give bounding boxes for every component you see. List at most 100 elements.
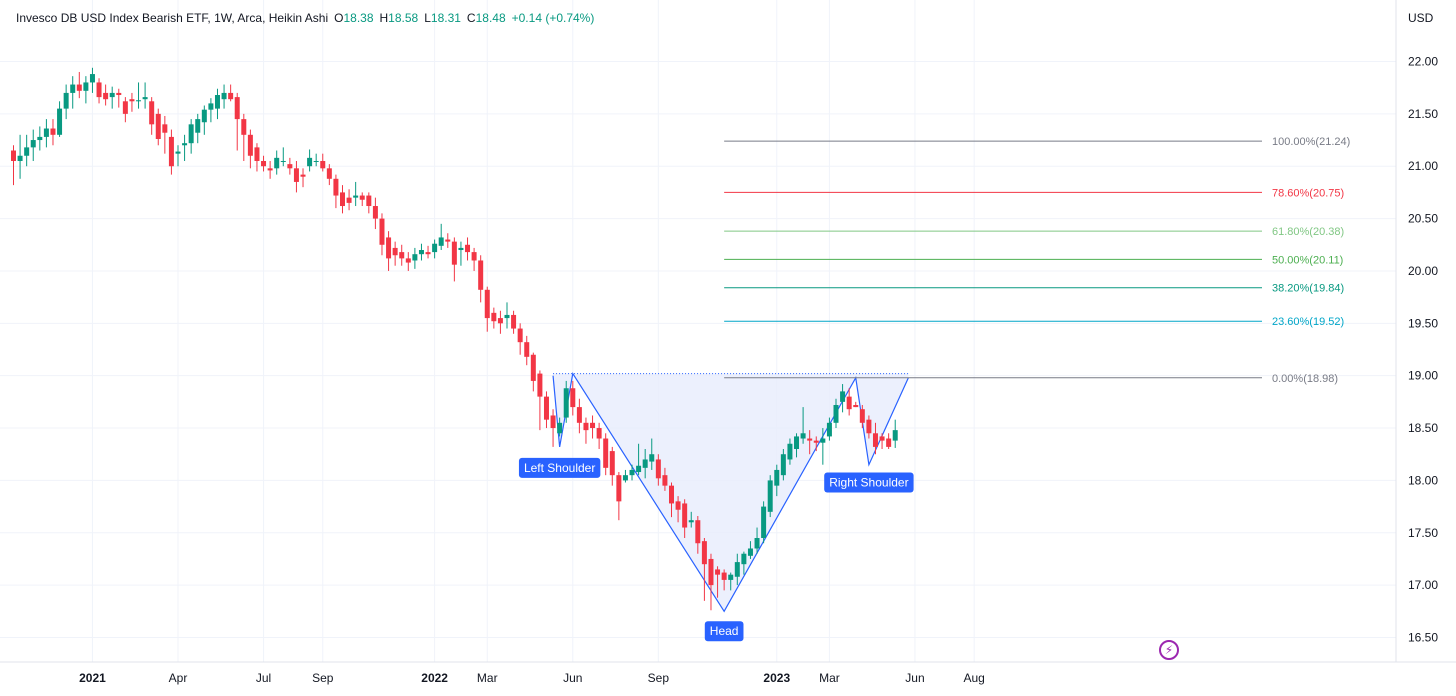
candle[interactable] — [794, 433, 800, 458]
pattern-outline[interactable] — [552, 371, 909, 613]
candle[interactable] — [478, 255, 484, 303]
candle[interactable] — [886, 433, 892, 449]
candle[interactable] — [24, 134, 30, 167]
candle[interactable] — [386, 231, 392, 271]
candle[interactable] — [405, 252, 411, 271]
candle[interactable] — [11, 145, 16, 186]
candle[interactable] — [747, 541, 753, 559]
candle[interactable] — [359, 192, 365, 207]
candle[interactable] — [96, 78, 102, 104]
candle[interactable] — [840, 384, 846, 413]
candle[interactable] — [669, 482, 674, 518]
candle[interactable] — [543, 391, 549, 429]
candle[interactable] — [530, 352, 536, 392]
candle[interactable] — [43, 119, 49, 148]
candle[interactable] — [445, 233, 451, 248]
candle[interactable] — [89, 67, 95, 93]
candle[interactable] — [754, 527, 760, 554]
candle[interactable] — [879, 433, 885, 449]
candle[interactable] — [267, 160, 273, 179]
candle[interactable] — [228, 84, 234, 102]
candle[interactable] — [583, 417, 589, 444]
candle-series[interactable] — [11, 67, 898, 611]
candle[interactable] — [465, 237, 471, 261]
candle[interactable] — [313, 153, 319, 167]
candle[interactable] — [57, 101, 63, 137]
candle[interactable] — [774, 464, 780, 497]
candle[interactable] — [807, 430, 813, 455]
candle[interactable] — [129, 92, 135, 112]
candle[interactable] — [195, 113, 201, 144]
candle[interactable] — [418, 243, 424, 261]
currency-label[interactable]: USD — [1408, 11, 1434, 25]
candle[interactable] — [616, 472, 622, 521]
candle[interactable] — [563, 380, 569, 423]
price-axis[interactable]: 22.00 21.50 21.00 20.50 20.00 19.50 19.00 18.50… — [1408, 55, 1438, 645]
candle[interactable] — [201, 105, 207, 135]
candle[interactable] — [629, 464, 635, 481]
candle[interactable] — [458, 241, 464, 266]
candle[interactable] — [800, 407, 806, 444]
candle[interactable] — [826, 417, 832, 441]
candle[interactable] — [182, 134, 188, 161]
candle[interactable] — [122, 97, 128, 123]
candle[interactable] — [662, 467, 668, 491]
candle[interactable] — [767, 475, 773, 518]
candle[interactable] — [701, 538, 707, 601]
candle[interactable] — [366, 192, 372, 214]
candle[interactable] — [50, 119, 56, 146]
candle[interactable] — [83, 76, 89, 104]
candle[interactable] — [109, 86, 115, 109]
candle[interactable] — [37, 126, 43, 151]
candle[interactable] — [261, 155, 267, 172]
candle[interactable] — [517, 323, 523, 355]
candle[interactable] — [846, 388, 852, 416]
candle[interactable] — [833, 398, 839, 429]
candle[interactable] — [853, 401, 859, 408]
candle[interactable] — [287, 157, 293, 175]
candle[interactable] — [636, 443, 642, 476]
candle[interactable] — [241, 113, 247, 161]
candle[interactable] — [682, 499, 688, 539]
candle[interactable] — [30, 129, 36, 161]
candle[interactable] — [438, 223, 444, 251]
pattern-callout[interactable]: Left Shoulder — [518, 457, 601, 478]
candle[interactable] — [550, 409, 556, 447]
candle[interactable] — [866, 415, 872, 439]
candle[interactable] — [859, 405, 865, 429]
time-axis[interactable]: 2021 Apr Jul Sep 2022 Mar Jun Sep 2023 Mar Jun Aug — [79, 671, 985, 685]
candle[interactable] — [695, 516, 701, 554]
candle[interactable] — [622, 469, 628, 483]
candle[interactable] — [570, 380, 576, 416]
candle[interactable] — [820, 428, 826, 465]
candle[interactable] — [247, 129, 253, 169]
candle[interactable] — [70, 76, 76, 109]
candle[interactable] — [346, 189, 352, 211]
candle[interactable] — [491, 307, 497, 329]
candle[interactable] — [649, 438, 655, 470]
candle[interactable] — [399, 244, 405, 266]
candle[interactable] — [103, 84, 109, 106]
candle[interactable] — [603, 433, 609, 476]
candle[interactable] — [142, 82, 148, 109]
candle[interactable] — [675, 496, 681, 523]
candle[interactable] — [149, 97, 155, 135]
candle[interactable] — [214, 88, 220, 120]
fibonacci-retracement[interactable]: 100.00%(21.24) 78.60%(20.75) 61.80%(20.38)… — [724, 136, 1350, 385]
candle[interactable] — [432, 239, 438, 259]
candle[interactable] — [274, 150, 280, 175]
candle[interactable] — [451, 237, 457, 282]
candle[interactable] — [557, 417, 563, 437]
candle[interactable] — [63, 84, 69, 120]
candle[interactable] — [155, 108, 161, 146]
candle[interactable] — [293, 160, 299, 193]
candle[interactable] — [168, 129, 174, 175]
candle[interactable] — [175, 145, 181, 167]
candle[interactable] — [504, 302, 510, 329]
candle[interactable] — [326, 164, 332, 186]
candle[interactable] — [655, 454, 661, 486]
candle[interactable] — [761, 501, 767, 544]
candle[interactable] — [392, 241, 398, 266]
